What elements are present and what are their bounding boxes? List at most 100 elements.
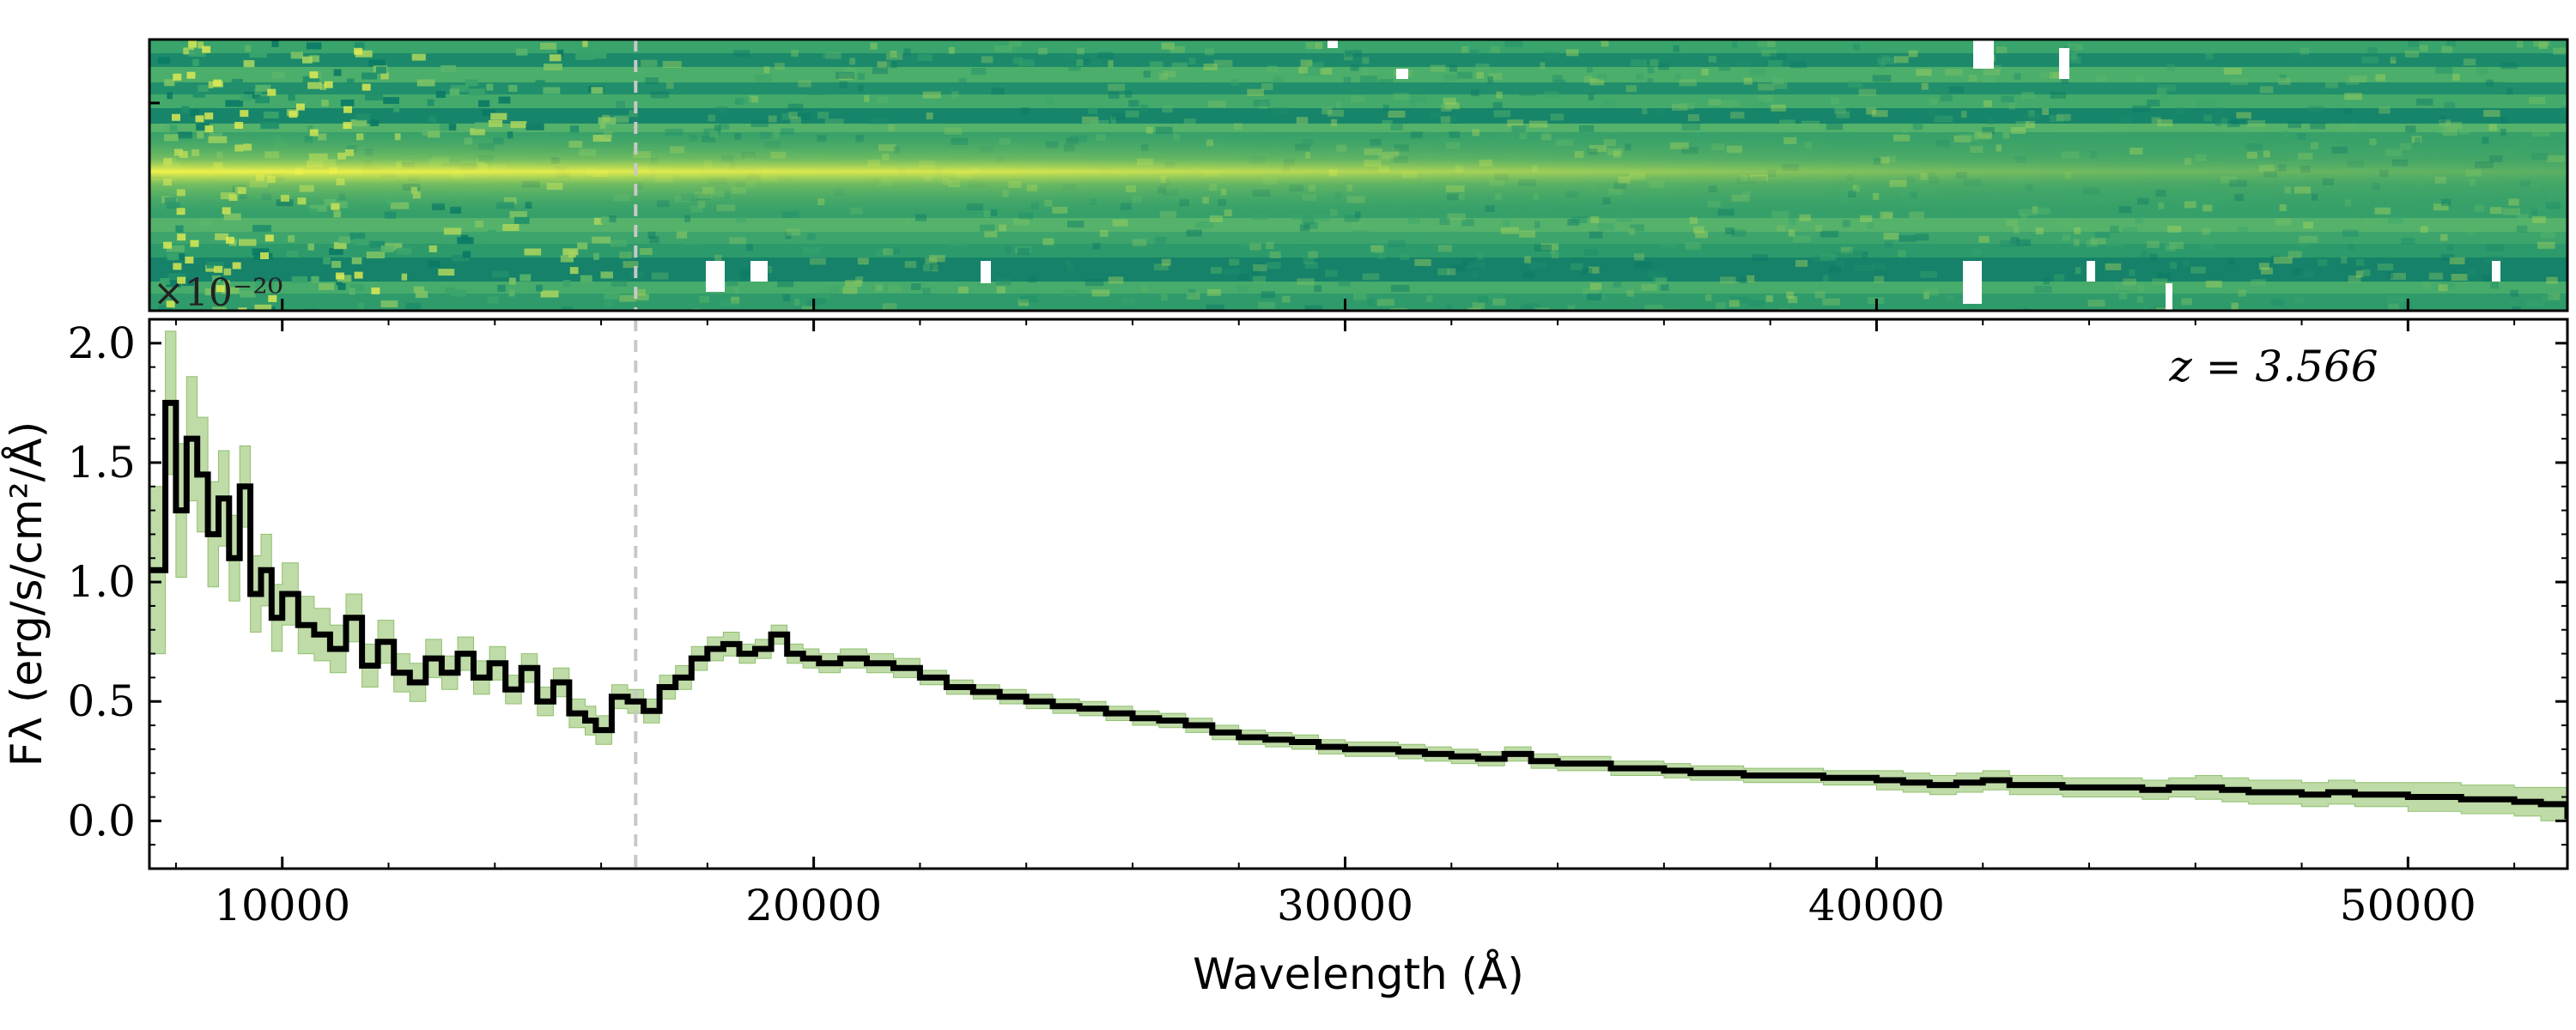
heatmap-noise-pixel [1880,211,1893,219]
heatmap-noise-pixel [2419,45,2428,52]
heatmap-noise-pixel [553,39,571,47]
heatmap-noise-pixel [600,216,610,224]
heatmap-noise-pixel [2356,258,2365,266]
heatmap-noise-pixel [160,277,170,285]
heatmap-noise-pixel [1066,264,1075,271]
heatmap-noise-pixel [1929,98,1938,106]
heatmap-noise-pixel [1462,258,1474,266]
heatmap-noise-pixel [991,88,1005,95]
2d-spectrum-panel: ×10⁻²⁰ [148,38,2569,315]
heatmap-noise-pixel [2451,274,2468,281]
heatmap-noise-pixel [1303,69,1320,76]
heatmap-noise-pixel [2466,233,2481,240]
heatmap-noise-pixel [221,287,240,294]
heatmap-noise-pixel [2342,229,2359,237]
heatmap-noise-pixel [2292,268,2304,276]
heatmap-noise-pixel [2228,258,2235,265]
heatmap-noise-pixel [2444,101,2456,109]
heatmap-noise-pixel [1814,291,1826,299]
heatmap-noise-pixel [1553,79,1566,87]
heatmap-noise-pixel [2483,110,2500,118]
heatmap-noise-pixel [508,84,518,92]
heatmap-noise-pixel [2490,282,2499,289]
heatmap-noise-pixel [857,84,864,92]
heatmap-noise-pixel [645,77,659,85]
heatmap-noise-pixel [2553,47,2567,55]
heatmap-noise-pixel [2028,306,2038,311]
heatmap-noise-pixel [979,224,995,232]
heatmap-noise-pixel [2512,306,2521,311]
heatmap-noise-pixel [951,91,959,99]
heatmap-noise-pixel [922,288,931,295]
heatmap-noise-pixel [1247,88,1264,96]
heatmap-noise-pixel [1836,111,1850,118]
heatmap-noise-pixel [472,43,489,50]
heatmap-noise-pixel [252,225,271,233]
heatmap-bright-pixel [163,241,173,249]
heatmap-noise-pixel [1752,254,1769,262]
heatmap-bright-pixel [309,71,319,79]
heatmap-noise-pixel [883,303,897,311]
heatmap-noise-pixel [302,76,319,83]
heatmap-noise-pixel [1266,242,1274,250]
heatmap-noise-pixel [1488,72,1503,80]
heatmap-noise-pixel [223,280,230,288]
heatmap-noise-pixel [858,73,865,81]
heatmap-noise-pixel [2231,302,2239,310]
heatmap-noise-pixel [1588,94,1595,100]
heatmap-noise-pixel [1642,107,1648,115]
heatmap-noise-pixel [475,122,489,130]
heatmap-noise-pixel [904,261,917,269]
heatmap-noise-pixel [474,221,483,228]
heatmap-noise-pixel [302,56,313,64]
heatmap-noise-pixel [1567,305,1576,311]
heatmap-noise-pixel [1487,76,1493,83]
heatmap-noise-pixel [808,88,825,95]
heatmap-noise-pixel [1410,100,1417,107]
heatmap-bright-pixel [264,234,274,242]
heatmap-noise-pixel [2205,52,2214,60]
heatmap-noise-pixel [487,296,499,304]
heatmap-noise-pixel [2270,299,2285,306]
heatmap-noise-pixel [2442,282,2456,289]
heatmap-noise-pixel [1082,116,1099,124]
heatmap-noise-pixel [611,114,630,122]
heatmap-noise-pixel [1155,236,1167,244]
heatmap-noise-pixel [2149,253,2158,261]
heatmap-noise-pixel [1018,299,1030,306]
heatmap-noise-pixel [190,109,199,117]
heatmap-noise-pixel [1739,276,1748,284]
heatmap-band [149,94,2567,108]
heatmap-noise-pixel [2008,102,2015,110]
heatmap-noise-pixel [526,123,544,130]
heatmap-noise-pixel [540,290,559,298]
heatmap-noise-pixel [1813,255,1830,263]
heatmap-noise-pixel [1587,65,1593,73]
heatmap-noise-pixel [2181,298,2192,306]
heatmap-noise-pixel [1344,53,1353,61]
heatmap-bright-pixel [213,79,222,87]
heatmap-noise-pixel [1362,69,1369,76]
heatmap-noise-pixel [448,124,457,131]
heatmap-noise-pixel [1999,240,2019,248]
heatmap-noise-pixel [2215,118,2221,126]
heatmap-noise-pixel [1408,95,1427,103]
heatmap-noise-pixel [1944,69,1963,76]
heatmap-noise-pixel [1447,115,1458,123]
heatmap-noise-pixel [1020,107,1030,115]
heatmap-noise-pixel [1949,86,1965,94]
heatmap-noise-pixel [1300,59,1313,67]
heatmap-noise-pixel [1068,64,1081,71]
heatmap-noise-pixel [524,248,542,256]
heatmap-noise-pixel [1188,58,1196,65]
heatmap-noise-pixel [1503,220,1510,227]
heatmap-noise-pixel [623,261,639,269]
heatmap-noise-pixel [2043,277,2050,285]
heatmap-bright-pixel [202,45,211,53]
heatmap-noise-pixel [2074,239,2080,246]
heatmap-noise-pixel [1028,276,1037,283]
heatmap-noise-pixel [1065,54,1074,62]
heatmap-noise-pixel [196,123,210,130]
heatmap-noise-pixel [2308,106,2324,113]
heatmap-noise-pixel [2258,263,2269,270]
